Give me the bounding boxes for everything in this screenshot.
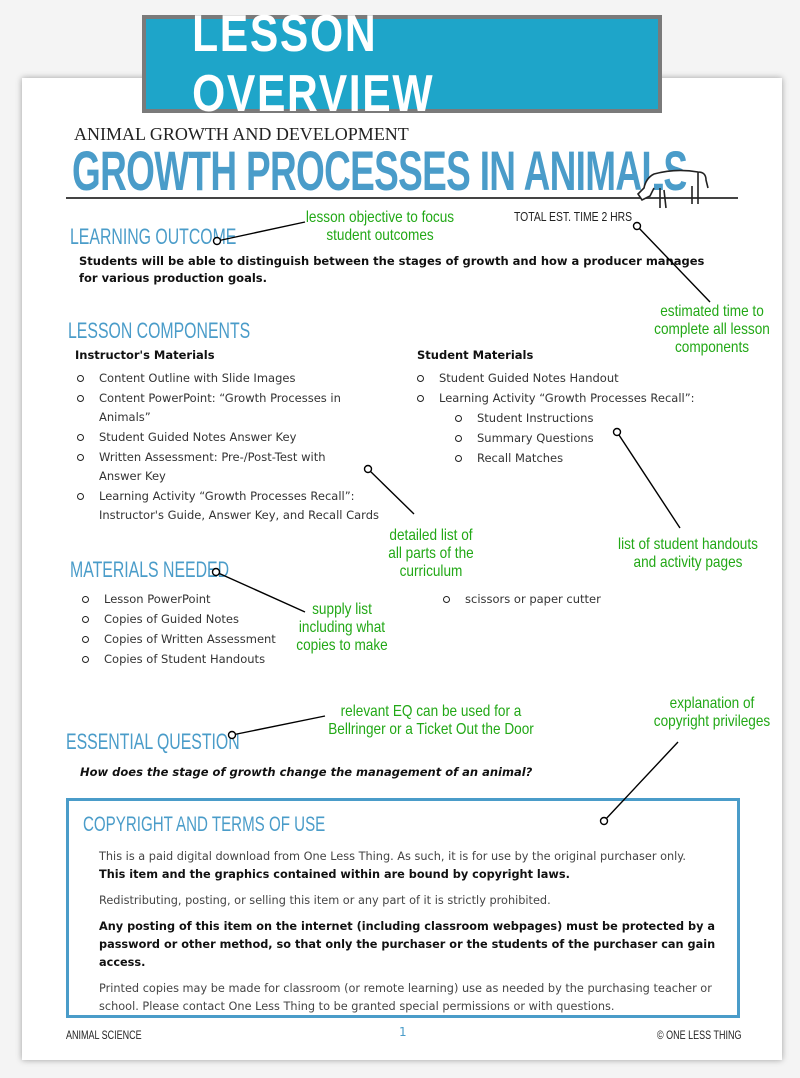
list-item: scissors or paper cutter [443, 590, 601, 609]
list-item: Copies of Guided Notes [82, 610, 276, 629]
annotation-dot [612, 427, 622, 437]
annotation-detailed: detailed list of all parts of the curricul… [388, 527, 474, 580]
instructor-materials-list: Content Outline with Slide Images Conten… [77, 369, 395, 525]
list-item: Content Outline with Slide Images [77, 369, 395, 388]
footer-right: © ONE LESS THING [657, 1028, 742, 1042]
copyright-box: COPYRIGHT AND TERMS OF USE This is a pai… [66, 798, 740, 1018]
annotation-dot [363, 464, 373, 474]
annotation-dot [632, 221, 642, 231]
list-item: Recall Matches [455, 449, 737, 468]
list-item: Learning Activity “Growth Processes Reca… [77, 487, 389, 525]
copyright-text-bold: This item and the graphics contained wit… [99, 868, 570, 881]
list-item: Copies of Student Handouts [82, 650, 276, 669]
materials-needed-heading: MATERIALS NEEDED [70, 557, 230, 582]
list-item: Summary Questions [455, 429, 737, 448]
annotation-eq: relevant EQ can be used for a Bellringer … [328, 703, 534, 738]
subtitle: ANIMAL GROWTH AND DEVELOPMENT [74, 124, 409, 144]
grazing-cow-icon [636, 169, 709, 209]
copyright-text: This is a paid digital download from One… [99, 850, 686, 863]
list-item: Student Guided Notes Answer Key [77, 428, 395, 447]
annotation-time: estimated time to complete all lesson comp… [654, 303, 770, 356]
list-item: Content PowerPoint: “Growth Processes in… [77, 389, 369, 427]
copyright-text: Redistributing, posting, or selling this… [99, 894, 551, 907]
essential-question-text: How does the stage of growth change the … [80, 765, 533, 779]
instructor-materials-heading: Instructor's Materials [75, 348, 215, 362]
copyright-text: Any posting of this item on the internet… [99, 920, 716, 969]
list-item: Lesson PowerPoint [82, 590, 276, 609]
copyright-heading: COPYRIGHT AND TERMS OF USE [83, 813, 326, 836]
student-materials-heading: Student Materials [417, 348, 534, 362]
student-materials-list: Student Guided Notes Handout Learning Ac… [417, 369, 737, 408]
list-item: Copies of Written Assessment [82, 630, 276, 649]
list-item: Written Assessment: Pre-/Post-Test with … [77, 448, 369, 486]
annotation-dot [211, 567, 221, 577]
page-title: GROWTH PROCESSES IN ANIMALS [72, 139, 688, 202]
materials-list: Lesson PowerPoint Copies of Guided Notes… [82, 590, 276, 670]
learning-outcome-heading: LEARNING OUTCOME [70, 224, 237, 249]
annotation-dot [227, 730, 237, 740]
annotation-objective: lesson objective to focus student outcome… [305, 209, 455, 244]
annotation-copyright: explanation of copyright privileges [653, 695, 771, 730]
essential-question-heading: ESSENTIAL QUESTION [66, 729, 240, 754]
page-number: 1 [399, 1025, 407, 1039]
lesson-components-heading: LESSON COMPONENTS [68, 318, 251, 343]
annotation-dot [212, 236, 222, 246]
learning-outcome-text: Students will be able to distinguish bet… [79, 254, 705, 285]
materials-list-2: scissors or paper cutter [443, 590, 601, 610]
annotation-dot [599, 816, 609, 826]
list-item: Student Instructions [455, 409, 737, 428]
copyright-text: Printed copies may be made for classroom… [99, 982, 712, 1013]
annotation-handouts: list of student handouts and activity pag… [618, 536, 758, 571]
lesson-overview-banner: LESSON OVERVIEW [142, 5, 662, 123]
student-activity-sublist: Student Instructions Summary Questions R… [455, 409, 737, 468]
list-item: Learning Activity “Growth Processes Reca… [417, 389, 737, 408]
total-time: TOTAL EST. TIME 2 HRS [514, 209, 633, 224]
banner-label: LESSON OVERVIEW [192, 5, 435, 123]
title-rule [66, 197, 738, 199]
document-page [22, 78, 782, 1060]
footer-left: ANIMAL SCIENCE [66, 1028, 142, 1042]
list-item: Student Guided Notes Handout [417, 369, 737, 388]
annotation-supply: supply list including what copies to make [296, 601, 388, 654]
